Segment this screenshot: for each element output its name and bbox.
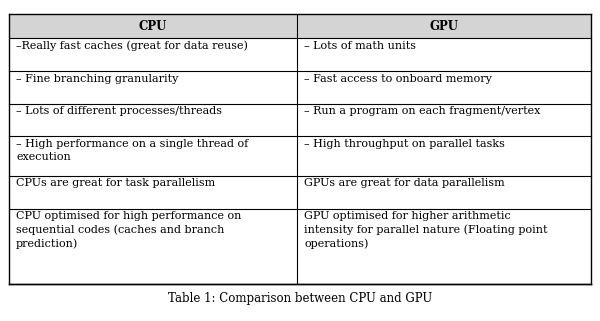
Text: – Run a program on each fragment/vertex: – Run a program on each fragment/vertex <box>304 106 541 116</box>
Text: – Lots of math units: – Lots of math units <box>304 41 416 51</box>
Text: Table 1: Comparison between CPU and GPU: Table 1: Comparison between CPU and GPU <box>168 292 432 305</box>
Text: CPUs are great for task parallelism: CPUs are great for task parallelism <box>16 178 215 188</box>
Text: – Lots of different processes/threads: – Lots of different processes/threads <box>16 106 222 116</box>
Text: CPU optimised for high performance on
sequential codes (caches and branch
predic: CPU optimised for high performance on se… <box>16 211 242 249</box>
Text: – Fine branching granularity: – Fine branching granularity <box>16 74 179 83</box>
Text: – High throughput on parallel tasks: – High throughput on parallel tasks <box>304 139 505 149</box>
Text: – Fast access to onboard memory: – Fast access to onboard memory <box>304 74 492 83</box>
Text: – High performance on a single thread of
execution: – High performance on a single thread of… <box>16 139 248 162</box>
Bar <box>9 14 591 38</box>
Text: –Really fast caches (great for data reuse): –Really fast caches (great for data reus… <box>16 41 248 51</box>
Text: GPU optimised for higher arithmetic
intensity for parallel nature (Floating poin: GPU optimised for higher arithmetic inte… <box>304 211 548 249</box>
Text: CPU: CPU <box>139 20 167 33</box>
Bar <box>9 14 591 38</box>
Bar <box>9 14 591 284</box>
Text: GPU: GPU <box>430 20 458 33</box>
Text: GPUs are great for data parallelism: GPUs are great for data parallelism <box>304 178 505 188</box>
